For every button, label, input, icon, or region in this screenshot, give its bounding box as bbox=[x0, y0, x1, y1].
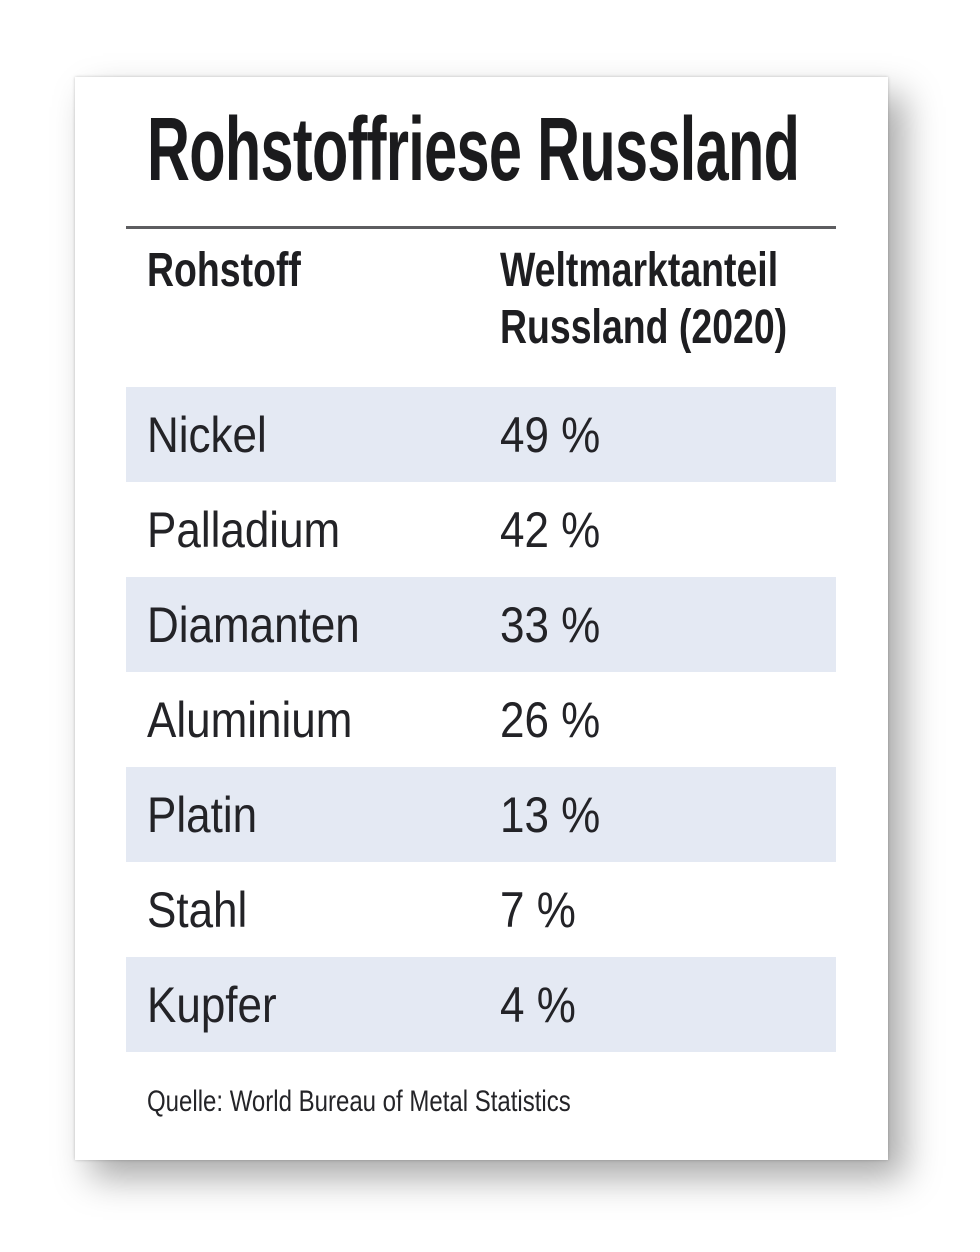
material-cell: Platin bbox=[147, 786, 258, 843]
share-cell: 26 % bbox=[500, 691, 601, 748]
share-cell: 4 % bbox=[500, 976, 576, 1033]
table-row: Diamanten 33 % bbox=[126, 577, 836, 672]
material-cell: Stahl bbox=[147, 881, 248, 938]
table-row: Nickel 49 % bbox=[126, 387, 836, 482]
material-cell: Aluminium bbox=[147, 691, 353, 748]
share-cell: 7 % bbox=[500, 881, 576, 938]
table-row: Stahl 7 % bbox=[126, 862, 836, 957]
material-cell: Palladium bbox=[147, 501, 341, 558]
column-header-rohstoff-label: Rohstoff bbox=[147, 244, 301, 297]
column-header-rohstoff: Rohstoff bbox=[147, 242, 301, 299]
material-cell: Nickel bbox=[147, 406, 267, 463]
share-cell: 49 % bbox=[500, 406, 601, 463]
data-table: Nickel 49 % Palladium 42 % Diamanten 33 … bbox=[126, 387, 836, 1052]
column-header-weltmarktanteil: Weltmarktanteil Russland (2020) bbox=[500, 242, 787, 356]
column-header-weltmarktanteil-line1: Weltmarktanteil bbox=[500, 244, 779, 297]
material-cell: Diamanten bbox=[147, 596, 360, 653]
table-row: Aluminium 26 % bbox=[126, 672, 836, 767]
table-row: Palladium 42 % bbox=[126, 482, 836, 577]
material-cell: Kupfer bbox=[147, 976, 277, 1033]
table-row: Platin 13 % bbox=[126, 767, 836, 862]
infographic-card: Rohstoffriese Russland Rohstoff Weltmark… bbox=[75, 77, 888, 1160]
page-title: Rohstoffriese Russland bbox=[147, 100, 800, 200]
share-cell: 42 % bbox=[500, 501, 601, 558]
table-row: Kupfer 4 % bbox=[126, 957, 836, 1052]
source-line: Quelle: World Bureau of Metal Statistics bbox=[147, 1085, 571, 1118]
title-divider bbox=[126, 226, 836, 229]
share-cell: 13 % bbox=[500, 786, 601, 843]
column-header-weltmarktanteil-line2: Russland (2020) bbox=[500, 301, 788, 354]
share-cell: 33 % bbox=[500, 596, 601, 653]
